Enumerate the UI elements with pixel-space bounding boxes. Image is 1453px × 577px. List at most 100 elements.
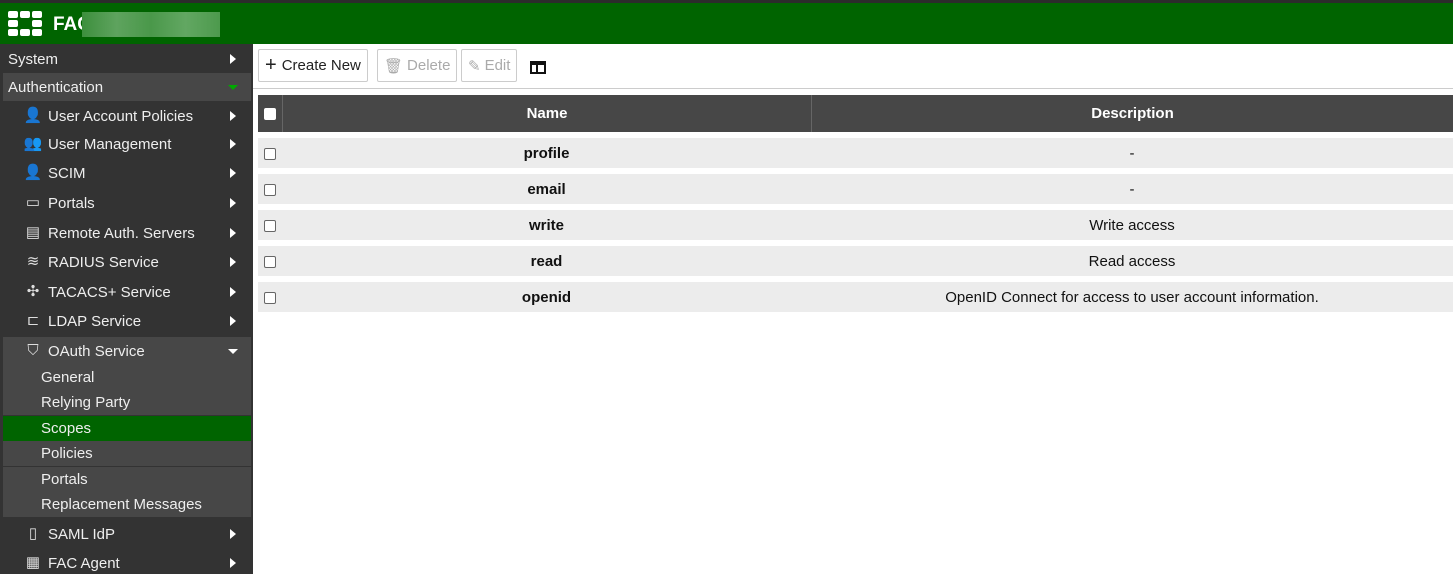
- sidebar-item-scim[interactable]: 👤 SCIM: [3, 159, 251, 187]
- server-icon: ▤: [25, 224, 41, 241]
- sidebar-item-label: Portals: [48, 194, 95, 212]
- sidebar-item-label: SAML IdP: [48, 525, 115, 543]
- chevron-right-icon: [230, 287, 236, 297]
- row-select-cell: [258, 246, 282, 276]
- scope-description: -: [811, 174, 1453, 204]
- scope-name: email: [282, 174, 811, 204]
- chevron-right-icon: [230, 257, 236, 267]
- sidebar-item-label: Authentication: [8, 78, 104, 96]
- row-checkbox[interactable]: [264, 219, 276, 232]
- chevron-right-icon: [230, 198, 236, 208]
- scope-name: openid: [282, 282, 811, 312]
- sidebar-item-label: Remote Auth. Servers: [48, 224, 195, 242]
- sidebar-item-relying-party[interactable]: Relying Party: [3, 390, 251, 415]
- chevron-right-icon: [230, 139, 236, 149]
- create-new-button[interactable]: + Create New: [258, 49, 368, 82]
- column-header-description[interactable]: Description: [811, 95, 1453, 132]
- column-settings-icon[interactable]: [530, 61, 546, 74]
- sidebar-item-portals[interactable]: Portals: [3, 467, 251, 492]
- chevron-right-icon: [230, 316, 236, 326]
- trash-icon: 🗑: [384, 57, 404, 75]
- row-checkbox[interactable]: [264, 291, 276, 304]
- scope-description: Write access: [811, 210, 1453, 240]
- plus-icon: +: [265, 54, 277, 76]
- sidebar-item-remote-auth-servers[interactable]: ▤ Remote Auth. Servers: [3, 219, 251, 247]
- sidebar-item-label: Policies: [41, 445, 93, 462]
- row-checkbox[interactable]: [264, 183, 276, 196]
- chevron-right-icon: [230, 54, 236, 64]
- agent-icon: ▦: [25, 554, 41, 571]
- table-row[interactable]: write Write access: [258, 210, 1453, 240]
- sidebar-item-label: User Account Policies: [48, 107, 194, 125]
- chevron-right-icon: [230, 558, 236, 568]
- sidebar-item-label: TACACS+ Service: [48, 283, 171, 301]
- select-all-header: [258, 95, 282, 132]
- shield-icon: ⛉: [27, 342, 39, 359]
- sidebar-item-label: Relying Party: [41, 394, 131, 411]
- table-row[interactable]: read Read access: [258, 246, 1453, 276]
- sidebar: System Authentication 👤 User Account Polici…: [0, 44, 253, 574]
- sidebar-item-label: RADIUS Service: [48, 253, 159, 271]
- top-bar: FAC: [0, 0, 1453, 44]
- row-select-cell: [258, 174, 282, 204]
- sidebar-item-policies[interactable]: Policies: [3, 441, 251, 466]
- sidebar-item-label: General: [41, 369, 95, 386]
- scope-description: OpenID Connect for access to user accoun…: [811, 282, 1453, 312]
- tree-icon: ⊏: [26, 312, 40, 329]
- sidebar-item-label: OAuth Service: [48, 342, 145, 360]
- scope-description: Read access: [811, 246, 1453, 276]
- row-select-cell: [258, 138, 282, 168]
- sidebar-item-saml-idp[interactable]: ▯ SAML IdP: [3, 520, 251, 548]
- scope-name: profile: [282, 138, 811, 168]
- sidebar-item-authentication[interactable]: Authentication: [3, 73, 251, 101]
- row-checkbox[interactable]: [264, 147, 276, 160]
- chevron-down-icon: [228, 84, 238, 90]
- scopes-table: Name Description profile - email - write…: [258, 89, 1453, 318]
- sidebar-item-label: SCIM: [48, 164, 86, 182]
- edit-button[interactable]: ✎ Edit: [461, 49, 518, 82]
- document-icon: ▯: [28, 525, 38, 542]
- table-row[interactable]: profile -: [258, 138, 1453, 168]
- table-row[interactable]: openid OpenID Connect for access to user…: [258, 282, 1453, 312]
- sidebar-item-oauth-service[interactable]: ⛉ OAuth Service: [3, 337, 251, 365]
- create-new-label: Create New: [281, 57, 361, 74]
- users-icon: 👥: [23, 135, 43, 152]
- sidebar-item-system[interactable]: System: [3, 45, 251, 73]
- sidebar-item-user-management[interactable]: 👥 User Management: [3, 130, 251, 158]
- sidebar-item-fac-agent[interactable]: ▦ FAC Agent: [3, 549, 251, 577]
- user-sync-icon: 👤: [23, 164, 43, 181]
- chevron-right-icon: [230, 111, 236, 121]
- sidebar-item-portals[interactable]: ▭ Portals: [3, 189, 251, 217]
- sidebar-item-label: Replacement Messages: [41, 496, 202, 513]
- sidebar-item-label: User Management: [48, 135, 172, 153]
- delete-label: Delete: [407, 57, 451, 74]
- fortinet-logo-icon: [8, 11, 42, 36]
- wifi-icon: ≋: [26, 253, 40, 270]
- sidebar-item-scopes[interactable]: Scopes: [3, 416, 251, 441]
- chevron-right-icon: [230, 529, 236, 539]
- chevron-down-icon: [228, 348, 238, 354]
- sidebar-item-label: FAC Agent: [48, 554, 120, 572]
- sidebar-item-radius-service[interactable]: ≋ RADIUS Service: [3, 248, 251, 276]
- row-checkbox[interactable]: [264, 255, 276, 268]
- sidebar-item-label: LDAP Service: [48, 312, 142, 330]
- portal-icon: ▭: [25, 194, 41, 211]
- sidebar-item-user-account-policies[interactable]: 👤 User Account Policies: [3, 102, 251, 130]
- toolbar: + Create New 🗑 Delete ✎ Edit: [253, 44, 1453, 89]
- edit-label: Edit: [484, 57, 511, 74]
- chevron-right-icon: [230, 168, 236, 178]
- sidebar-item-label: Portals: [41, 471, 88, 488]
- sidebar-item-ldap-service[interactable]: ⊏ LDAP Service: [3, 307, 251, 335]
- sidebar-item-tacacs-service[interactable]: ✣ TACACS+ Service: [3, 278, 251, 306]
- scope-name: read: [282, 246, 811, 276]
- sidebar-item-replacement-messages[interactable]: Replacement Messages: [3, 492, 251, 517]
- delete-button[interactable]: 🗑 Delete: [377, 49, 458, 82]
- sidebar-item-label: System: [8, 50, 59, 68]
- pencil-icon: ✎: [468, 57, 481, 75]
- sidebar-item-label: Scopes: [41, 420, 92, 437]
- sidebar-item-general[interactable]: General: [3, 365, 251, 390]
- table-row[interactable]: email -: [258, 174, 1453, 204]
- column-header-name[interactable]: Name: [282, 95, 811, 132]
- scope-name: write: [282, 210, 811, 240]
- select-all-checkbox[interactable]: [264, 108, 276, 121]
